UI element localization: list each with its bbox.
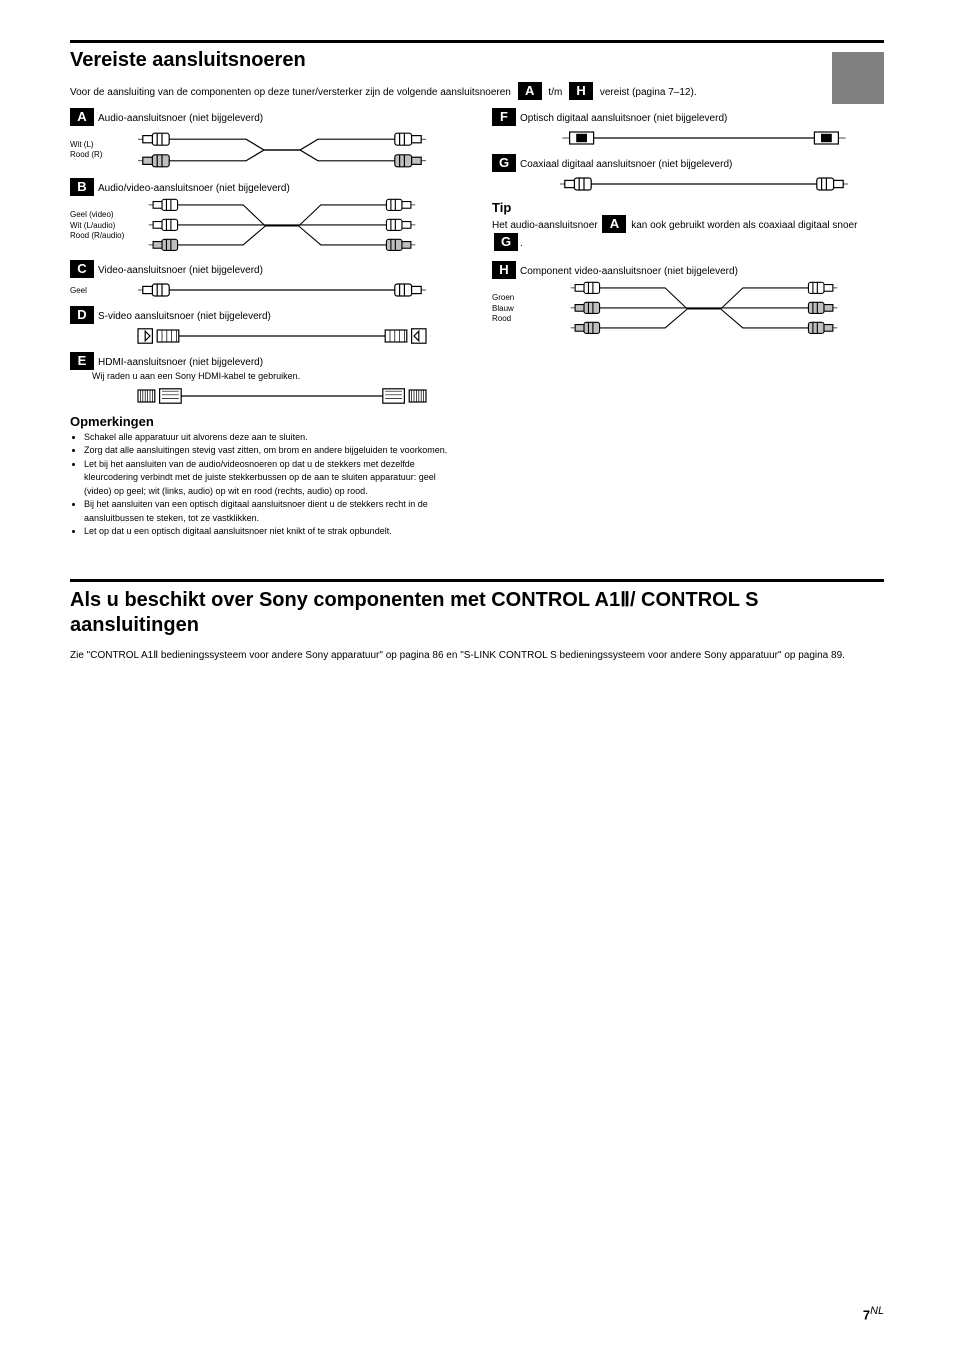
section2-title: Als u beschikt over Sony componenten met… xyxy=(70,588,884,638)
note-0: Schakel alle apparatuur uit alvorens dez… xyxy=(84,431,462,445)
note-2: Let bij het aansluiten van de audio/vide… xyxy=(84,458,462,499)
label-H: H xyxy=(492,261,516,279)
row-G: G Coaxiaal digitaal aansluitsnoer (niet … xyxy=(492,154,884,196)
label-A: A xyxy=(70,108,94,126)
notes-label: Opmerkingen xyxy=(70,414,462,429)
note-3: Bij het aansluiten van een optisch digit… xyxy=(84,498,462,525)
sub-A: Wit (L) Rood (R) xyxy=(70,140,102,161)
label-D: D xyxy=(70,306,94,324)
sub-B: Geel (video) Wit (L/audio) Rood (R/audio… xyxy=(70,210,102,241)
row-B: B Audio/video-aansluitsnoer (niet bijgel… xyxy=(70,178,462,256)
intro-between: t/m xyxy=(548,87,562,98)
notes-list: Schakel alle apparatuur uit alvorens dez… xyxy=(70,431,462,539)
note-E: Wij raden u aan een Sony HDMI-kabel te g… xyxy=(92,370,462,384)
tip-label-G: G xyxy=(494,233,518,251)
row-C: C Video-aansluitsnoer (niet bijgeleverd)… xyxy=(70,260,462,302)
cable-E-svg xyxy=(102,384,462,408)
cable-B-svg xyxy=(102,196,462,256)
row-E: E HDMI-aansluitsnoer (niet bijgeleverd) … xyxy=(70,352,462,408)
cable-F-svg xyxy=(524,126,884,150)
section1-title: Vereiste aansluitsnoeren xyxy=(70,49,884,72)
cable-A-svg xyxy=(102,126,462,174)
cable-H-svg xyxy=(524,279,884,339)
cable-G-svg xyxy=(524,172,884,196)
sub-H: Groen Blauw Rood xyxy=(492,293,524,324)
sub-C: Geel xyxy=(70,286,102,295)
grey-tab xyxy=(832,52,884,104)
desc-G: Coaxiaal digitaal aansluitsnoer (niet bi… xyxy=(520,159,732,170)
right-column: F Optisch digitaal aansluitsnoer (niet b… xyxy=(492,108,884,539)
rule-section-1 xyxy=(70,40,884,43)
row-H: H Component video-aansluitsnoer (niet bi… xyxy=(492,261,884,339)
cable-D-svg xyxy=(102,324,462,348)
desc-F: Optisch digitaal aansluitsnoer (niet bij… xyxy=(520,113,727,124)
row-A: A Audio-aansluitsnoer (niet bijgeleverd)… xyxy=(70,108,462,174)
desc-E: HDMI-aansluitsnoer (niet bijgeleverd) xyxy=(98,357,263,368)
cables-two-col: A Audio-aansluitsnoer (niet bijgeleverd)… xyxy=(70,108,884,539)
desc-B: Audio/video-aansluitsnoer (niet bijgelev… xyxy=(98,183,290,194)
desc-D: S-video aansluitsnoer (niet bijgeleverd) xyxy=(98,311,271,322)
section1-intro: Voor de aansluiting van de componenten o… xyxy=(70,82,884,100)
label-C: C xyxy=(70,260,94,278)
tip-text-2: kan ook gebruikt worden als coaxiaal dig… xyxy=(631,220,857,231)
left-column: A Audio-aansluitsnoer (niet bijgeleverd)… xyxy=(70,108,462,539)
intro-label-A: A xyxy=(518,82,542,100)
label-G: G xyxy=(492,154,516,172)
desc-A: Audio-aansluitsnoer (niet bijgeleverd) xyxy=(98,113,263,124)
footer-lang: NL xyxy=(870,1305,884,1317)
tip-text-1: Het audio-aansluitsnoer xyxy=(492,220,598,231)
footer: 7NL xyxy=(863,1305,884,1322)
intro-text-2: vereist (pagina 7–12). xyxy=(600,87,697,98)
cable-C-svg xyxy=(102,278,462,302)
tip-label: Tip xyxy=(492,200,884,215)
desc-H: Component video-aansluitsnoer (niet bijg… xyxy=(520,266,738,277)
label-B: B xyxy=(70,178,94,196)
section2-para: Zie "CONTROL A1Ⅱ bedieningssysteem voor … xyxy=(70,648,884,663)
tip-label-A: A xyxy=(602,215,626,233)
note-4: Let op dat u een optisch digitaal aanslu… xyxy=(84,525,462,539)
tip-block: Tip Het audio-aansluitsnoer A kan ook ge… xyxy=(492,200,884,251)
intro-label-H: H xyxy=(569,82,593,100)
desc-C: Video-aansluitsnoer (niet bijgeleverd) xyxy=(98,265,263,276)
note-1: Zorg dat alle aansluitingen stevig vast … xyxy=(84,444,462,458)
row-D: D S-video aansluitsnoer (niet bijgelever… xyxy=(70,306,462,348)
label-E: E xyxy=(70,352,94,370)
row-F: F Optisch digitaal aansluitsnoer (niet b… xyxy=(492,108,884,150)
label-F: F xyxy=(492,108,516,126)
intro-text-1: Voor de aansluiting van de componenten o… xyxy=(70,87,511,98)
rule-section-2 xyxy=(70,579,884,582)
